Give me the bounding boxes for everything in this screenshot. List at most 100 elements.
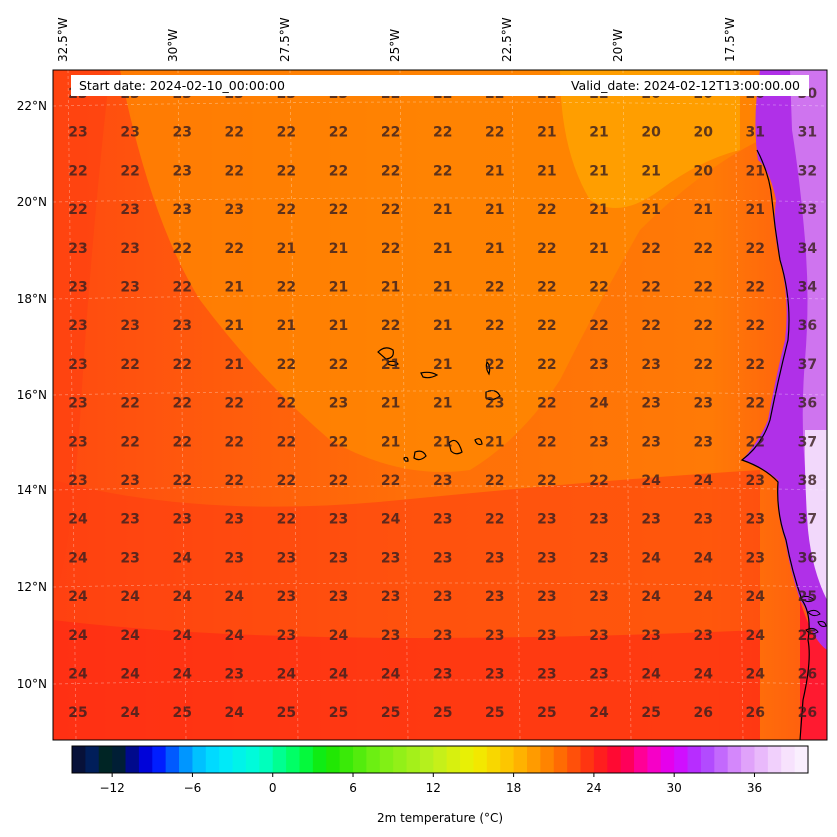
colorbar-cell (674, 746, 689, 773)
temperature-value: 24 (693, 550, 713, 566)
temperature-value: 24 (172, 589, 192, 605)
lat-label: 20°N (17, 195, 47, 209)
temperature-value: 22 (537, 434, 556, 450)
temperature-value: 23 (433, 628, 452, 644)
temperature-value: 23 (693, 512, 712, 528)
lat-label: 18°N (17, 292, 47, 306)
colorbar-cell (152, 746, 167, 773)
temperature-value: 24 (641, 550, 661, 566)
temperature-value: 23 (172, 318, 191, 334)
temperature-value: 21 (589, 202, 608, 218)
temperature-value: 23 (589, 550, 608, 566)
temperature-value: 22 (537, 280, 556, 296)
temperature-value: 24 (172, 667, 192, 683)
temperature-value: 23 (329, 550, 348, 566)
island-santo-antao (377, 347, 394, 360)
temperature-value: 22 (537, 318, 556, 334)
temperature-value: 20 (641, 125, 661, 141)
temperature-value: 25 (381, 705, 400, 721)
island-brava (403, 456, 409, 462)
island-small-3 (805, 627, 819, 635)
temperature-value: 22 (277, 125, 296, 141)
temperature-value: 22 (277, 396, 296, 412)
lat-label: 14°N (17, 483, 47, 497)
graticule (53, 70, 827, 740)
colorbar-cell (165, 746, 180, 773)
temperature-value: 23 (120, 318, 139, 334)
colorbar-tick-label: 12 (426, 781, 441, 795)
colorbar-cell (85, 746, 100, 773)
temperature-value: 23 (485, 667, 504, 683)
temperature-value: 23 (641, 396, 660, 412)
temperature-value: 23 (641, 434, 660, 450)
temperature-value: 23 (172, 512, 191, 528)
temperature-value: 22 (225, 163, 244, 179)
temperature-value: 22 (68, 202, 87, 218)
parallel-line (53, 294, 827, 300)
temperature-value: 23 (120, 202, 139, 218)
temperature-value: 21 (329, 241, 348, 257)
temperature-value: 22 (537, 473, 556, 489)
temperature-value: 21 (225, 280, 244, 296)
colorbar-cell (98, 746, 113, 773)
temperature-value: 33 (798, 202, 817, 218)
colorbar-cell (205, 746, 220, 773)
temperature-value: 21 (225, 357, 244, 373)
temperature-value: 21 (225, 318, 244, 334)
island-santiago (448, 439, 463, 455)
island-maio (474, 438, 483, 446)
island-small-1 (799, 595, 815, 603)
temperature-value: 22 (485, 357, 504, 373)
temperature-value: 25 (798, 628, 817, 644)
temperature-value: 24 (641, 667, 661, 683)
temperature-value: 22 (329, 125, 348, 141)
temperature-value: 22 (329, 434, 348, 450)
temperature-value: 22 (120, 434, 139, 450)
colorbar-cell (433, 746, 448, 773)
temperature-value: 24 (68, 628, 88, 644)
temperature-value: 26 (798, 667, 817, 683)
temperature-value: 23 (433, 473, 452, 489)
island-boa-vista (485, 390, 501, 401)
temperature-value: 22 (589, 318, 608, 334)
lon-label: 27.5°W (278, 17, 292, 62)
temperature-value: 21 (381, 280, 400, 296)
temperature-value: 24 (329, 628, 349, 644)
colorbar-cell (219, 746, 234, 773)
island-small-2 (807, 609, 821, 617)
temperature-value: 23 (120, 473, 139, 489)
temperature-value: 22 (172, 396, 191, 412)
temperature-value: 37 (798, 357, 817, 373)
temperature-value: 25 (433, 705, 452, 721)
colorbar-tick-label: 18 (506, 781, 521, 795)
temperature-value: 25 (277, 705, 296, 721)
temperature-value: 25 (798, 589, 817, 605)
temperature-value: 22 (381, 163, 400, 179)
temperature-value: 25 (641, 705, 660, 721)
temperature-value: 24 (277, 667, 297, 683)
colorbar-cell (741, 746, 756, 773)
temperature-value: 23 (68, 396, 87, 412)
parallel-line (53, 390, 827, 396)
island-fogo (413, 450, 427, 461)
colorbar-cell (312, 746, 327, 773)
temperature-value: 23 (68, 473, 87, 489)
value-labels: 2323232323232222222222202020302323232222… (68, 86, 817, 721)
temperature-value: 22 (485, 125, 504, 141)
temperature-value: 37 (798, 512, 817, 528)
colorbar-cell (660, 746, 675, 773)
colorbar-title: 2m temperature (°C) (377, 811, 503, 825)
colorbar-cell (727, 746, 742, 773)
colorbar-cell (326, 746, 341, 773)
lat-label: 12°N (17, 580, 47, 594)
meridian-line (622, 70, 632, 740)
temperature-value: 23 (329, 512, 348, 528)
temperature-value: 25 (485, 705, 504, 721)
temperature-value: 21 (433, 357, 452, 373)
temperature-value: 23 (433, 550, 452, 566)
colorbar-cell (393, 746, 408, 773)
temperature-value: 23 (485, 550, 504, 566)
temperature-value: 24 (641, 589, 661, 605)
temperature-value: 23 (589, 667, 608, 683)
temperature-value: 22 (641, 241, 660, 257)
